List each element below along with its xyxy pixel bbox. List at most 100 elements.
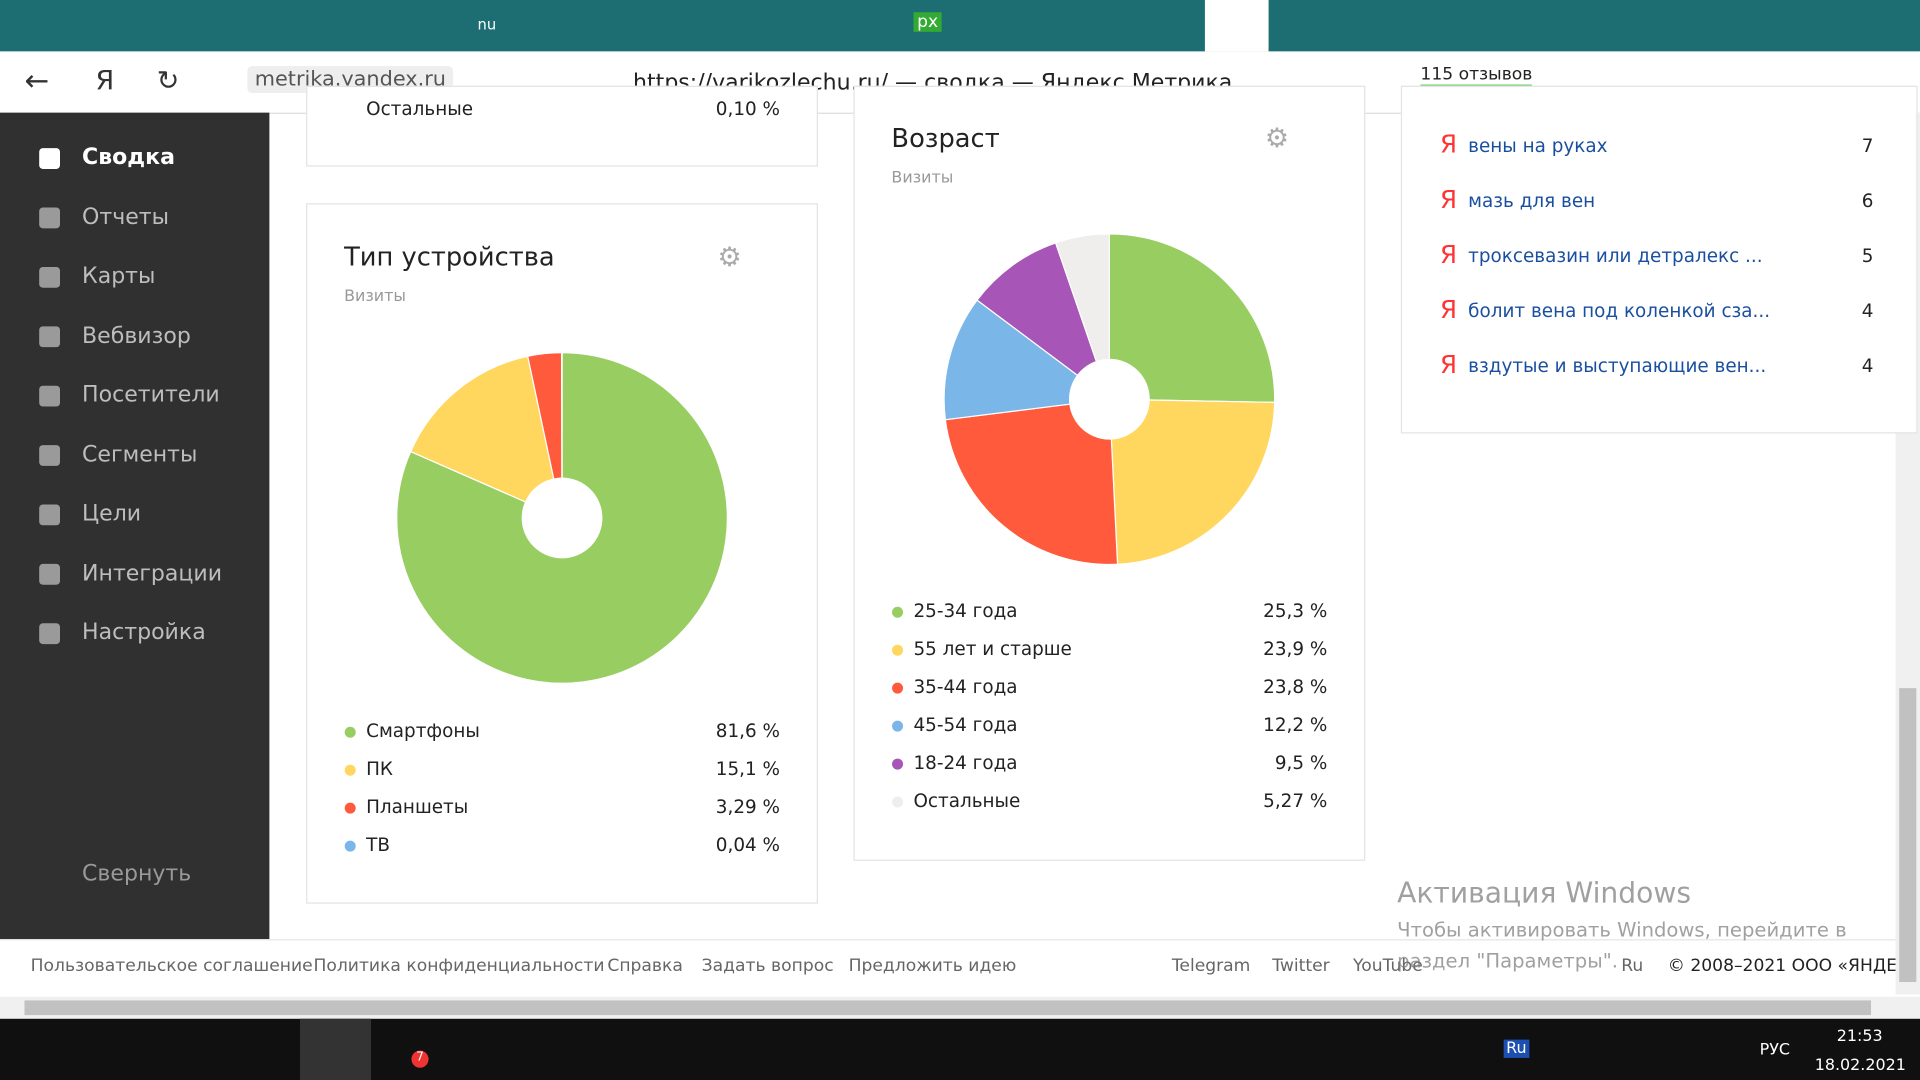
sidebar-icon (39, 266, 61, 288)
keyword[interactable]: мазь для вен (1468, 189, 1596, 212)
top-card (306, 85, 818, 167)
yandex-button[interactable]: Я (95, 66, 115, 97)
legend-value: 0,10 % (715, 97, 781, 121)
legend-label: Остальные (366, 97, 474, 121)
footer-link[interactable]: Справка (607, 956, 683, 976)
pie-slice (944, 398, 1119, 566)
legend-label: Планшеты (366, 795, 469, 818)
sidebar-item[interactable]: Интеграции (82, 560, 223, 586)
sidebar-item[interactable]: Сводка (82, 144, 175, 171)
legend-dot (892, 682, 904, 694)
footer-lang[interactable]: Ru (1621, 956, 1644, 976)
active-tab[interactable] (1204, 0, 1269, 52)
pie-hole (1068, 358, 1150, 440)
sidebar-item[interactable]: Цели (82, 500, 142, 527)
legend-value: 23,9 % (1263, 637, 1328, 661)
legend-label: 25-34 года (913, 600, 1018, 623)
tray-lang: РУС (1759, 1040, 1791, 1060)
tray-time: 21:53 (1836, 1027, 1883, 1046)
keyword[interactable]: вздутые и выступающие вен... (1468, 355, 1767, 378)
keyword-count: 4 (1861, 300, 1874, 323)
legend-label: ПК (366, 757, 393, 781)
sidebar-item[interactable]: Отчеты (82, 203, 170, 230)
footer-link[interactable]: Задать вопрос (701, 956, 834, 976)
footer-link[interactable]: Twitter (1272, 956, 1330, 976)
chart-title: Возраст (891, 123, 1000, 154)
sidebar-icon (39, 445, 61, 466)
legend-value: 0,04 % (715, 833, 781, 856)
keyword[interactable]: троксевазин или детралекс ... (1468, 244, 1763, 267)
chart-title: Тип устройства (344, 242, 555, 272)
pie-slice (943, 299, 1111, 421)
legend-label: 35-44 года (913, 675, 1018, 698)
pie-slice (1054, 233, 1111, 400)
footer-link[interactable]: Политика конфиденциальности (313, 956, 605, 976)
sidebar-icon (39, 504, 61, 526)
pie-hole (521, 477, 603, 559)
tab-label[interactable]: nu (477, 15, 497, 34)
footer-link[interactable]: YouTube (1353, 956, 1423, 976)
sidebar-item[interactable]: Вебвизор (82, 322, 191, 349)
legend-dot (344, 802, 356, 814)
watermark-text: раздел "Параметры". (1397, 948, 1618, 973)
sidebar-icon (39, 207, 61, 229)
watermark-text: Чтобы активировать Windows, перейдите в (1397, 918, 1847, 942)
sidebar-item[interactable]: Настройка (82, 619, 206, 646)
legend-label: 55 лет и старше (913, 637, 1072, 661)
legend-dot (344, 726, 356, 738)
keyword-count: 5 (1861, 244, 1874, 267)
pie-slice (976, 242, 1111, 401)
sidebar-icon (39, 148, 61, 169)
footer-link[interactable]: Предложить идею (848, 956, 1017, 976)
legend-value: 9,5 % (1274, 751, 1328, 774)
tray-icon: Ru (1503, 1039, 1530, 1058)
legend-dot (892, 796, 904, 808)
legend-value: 81,6 % (715, 720, 781, 743)
watermark-title: Активация Windows (1397, 877, 1692, 910)
chart-subtitle: Визиты (344, 287, 407, 307)
sidebar-icon (39, 623, 61, 645)
chart-subtitle: Визиты (891, 168, 954, 188)
legend-dot (892, 644, 904, 656)
h-scrollbar (0, 996, 1920, 1019)
tab-label[interactable]: px (913, 12, 942, 32)
footer (0, 939, 1896, 998)
sidebar-item[interactable]: Сегменты (82, 441, 198, 468)
legend-value: 3,29 % (715, 795, 781, 818)
legend-dot (344, 840, 356, 852)
settings-icon: ⚙ (718, 242, 742, 273)
yandex-logo: Я (1440, 185, 1457, 214)
yandex-logo: Я (1440, 350, 1457, 379)
yandex-logo: Я (1440, 240, 1457, 269)
settings-icon: ⚙ (1265, 123, 1289, 154)
footer-link[interactable]: Пользовательское соглашение (30, 956, 313, 976)
yandex-logo: Я (1440, 295, 1457, 324)
keyword[interactable]: болит вена под коленкой сза... (1468, 300, 1771, 323)
legend-label: Смартфоны (366, 720, 480, 743)
keyword[interactable]: вены на руках (1468, 134, 1608, 157)
legend-dot (892, 606, 904, 618)
yandex-logo: Я (1440, 130, 1457, 159)
sidebar-item[interactable]: Карты (82, 263, 156, 289)
sidebar (0, 112, 270, 940)
legend-value: 23,8 % (1263, 675, 1328, 698)
sidebar-collapse[interactable]: Свернуть (82, 860, 192, 887)
footer-link[interactable]: Telegram (1171, 956, 1251, 976)
legend-label: ТВ (366, 833, 390, 856)
badge: 7 (411, 1050, 429, 1068)
keyword-count: 7 (1861, 134, 1874, 157)
sidebar-item[interactable]: Посетители (82, 382, 220, 408)
sidebar-icon (39, 563, 61, 585)
legend-label: Остальные (913, 789, 1021, 812)
tab-bar (0, 0, 1920, 52)
reload-button[interactable]: ↻ (156, 66, 180, 97)
sidebar-icon (39, 326, 61, 348)
legend-dot (344, 764, 356, 776)
footer-copyright: © 2008–2021 ООО «ЯНДЕКС» (1667, 956, 1896, 976)
tray-date: 18.02.2021 (1814, 1056, 1906, 1076)
back-button[interactable]: ← (24, 63, 50, 98)
legend-value: 25,3 % (1263, 600, 1328, 623)
legend-value: 12,2 % (1263, 713, 1328, 736)
